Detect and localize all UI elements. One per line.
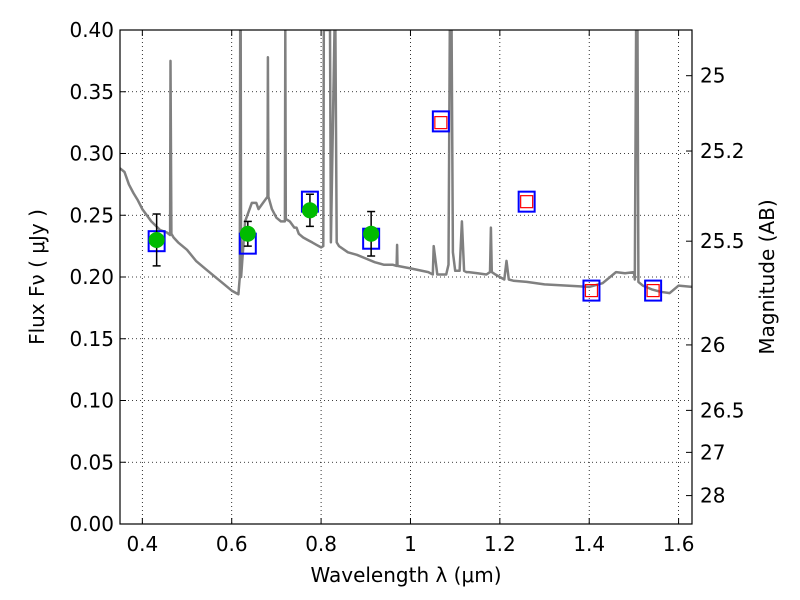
y-tick-label: 0.00 bbox=[69, 512, 114, 536]
y-tick-label: 0.35 bbox=[69, 80, 114, 104]
x-tick-label: 1.2 bbox=[484, 532, 516, 556]
grid bbox=[120, 29, 692, 525]
upper-box-marker bbox=[584, 283, 599, 298]
observed-point bbox=[148, 231, 165, 248]
model-box-marker bbox=[431, 110, 450, 133]
right-tick-label: 27 bbox=[700, 440, 725, 464]
spectrum-line bbox=[120, 30, 692, 296]
y-tick-label: 0.05 bbox=[69, 450, 114, 474]
right-tick-label: 25.2 bbox=[700, 139, 745, 163]
upper-box-marker bbox=[434, 116, 448, 130]
observed-point bbox=[301, 202, 318, 219]
upper-box-marker bbox=[646, 283, 660, 298]
right-tick-label: 26 bbox=[700, 333, 725, 357]
x-tick-label: 0.4 bbox=[126, 532, 158, 556]
y-tick-label: 0.15 bbox=[69, 327, 114, 351]
x-tick-label: 1 bbox=[404, 532, 417, 556]
model-box-marker bbox=[517, 190, 536, 213]
right-tick-label: 25 bbox=[700, 64, 725, 88]
plot-frame bbox=[119, 29, 693, 525]
model-box-marker bbox=[582, 279, 601, 302]
y-tick-label: 0.10 bbox=[69, 389, 114, 413]
right-tick-label: 28 bbox=[700, 484, 725, 508]
y-tick-label: 0.20 bbox=[69, 265, 114, 289]
right-axis-label: Magnitude (AB) bbox=[755, 199, 779, 354]
x-tick-label: 1.4 bbox=[573, 532, 605, 556]
right-tick-label: 26.5 bbox=[700, 398, 745, 422]
y-tick-label: 0.40 bbox=[69, 18, 114, 42]
upper-box-marker bbox=[520, 195, 534, 209]
right-tick-label: 25.5 bbox=[700, 229, 745, 253]
axis-ticks: 0.4 0.6 0.8 1 1.2 1.4 1.6 0.00 0.05 0.10 0.15 0.20 0… bbox=[69, 18, 744, 556]
observed-point bbox=[363, 225, 380, 242]
plot-area bbox=[120, 30, 692, 302]
model-box-marker bbox=[644, 279, 663, 302]
x-tick-label: 1.6 bbox=[663, 532, 695, 556]
y-axis-label: Flux Fν ( μJy ) bbox=[25, 209, 49, 345]
x-axis-label: Wavelength λ (μm) bbox=[310, 563, 501, 587]
y-tick-label: 0.30 bbox=[69, 142, 114, 166]
x-tick-label: 0.6 bbox=[216, 532, 248, 556]
x-tick-label: 0.8 bbox=[305, 532, 337, 556]
y-tick-label: 0.25 bbox=[69, 203, 114, 227]
observed-point bbox=[239, 225, 256, 242]
